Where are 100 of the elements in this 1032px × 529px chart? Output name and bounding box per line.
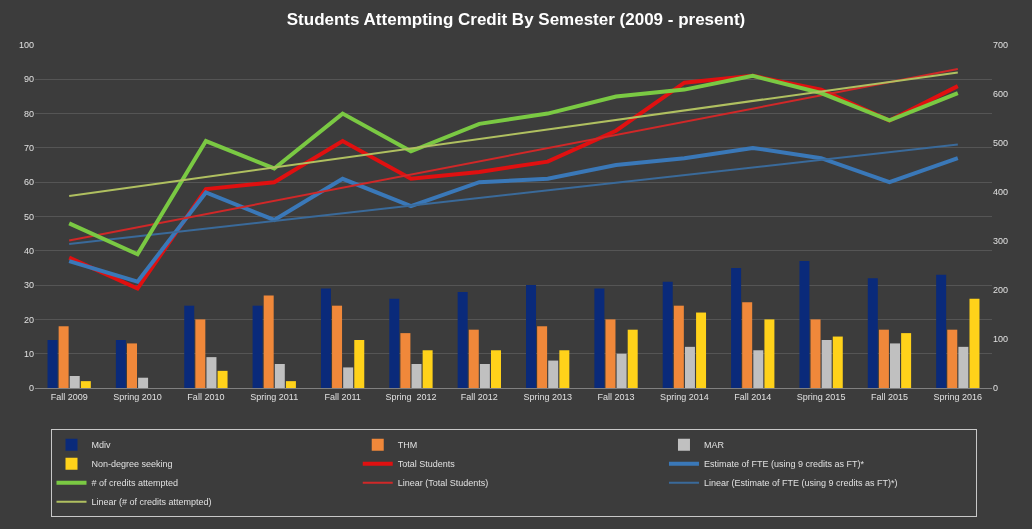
legend-label: Linear (Total Students) (397, 478, 489, 489)
bar (684, 346, 695, 388)
bar (195, 319, 206, 388)
bar (184, 305, 195, 388)
y2-tick-label: 700 (993, 40, 1009, 51)
bar (138, 377, 149, 388)
bar (115, 339, 126, 388)
bar (731, 267, 742, 388)
bar (274, 363, 285, 388)
bar (526, 285, 537, 388)
legend-label: Linear (# of credits attempted) (91, 497, 212, 508)
bar (742, 302, 753, 388)
y-tick-label: 40 (23, 245, 34, 256)
y-tick-label: 20 (23, 314, 34, 325)
x-tick-label: Spring 2012 (385, 391, 437, 402)
bar (411, 363, 422, 388)
x-tick-label: Fall 2009 (50, 391, 88, 402)
bar (947, 329, 958, 388)
x-tick-label: Fall 2011 (324, 391, 361, 402)
y-tick-label: 50 (23, 211, 34, 222)
bar (753, 350, 764, 388)
bar (490, 350, 501, 388)
x-tick-label: Spring 2016 (933, 391, 983, 402)
bar (126, 343, 137, 388)
bar (594, 288, 605, 388)
bar (479, 363, 490, 388)
bar (764, 319, 775, 388)
bar (320, 288, 331, 388)
bar (867, 278, 878, 388)
legend-label: MAR (703, 440, 725, 451)
bar (616, 353, 627, 388)
bar (969, 298, 980, 388)
bar (901, 333, 912, 388)
bar (389, 298, 400, 388)
x-tick-label: Fall 2012 (460, 391, 498, 402)
legend-label: THM (397, 440, 418, 451)
legend-label: Total Students (397, 459, 456, 470)
bar (548, 360, 559, 388)
bar (799, 261, 810, 388)
bar (285, 381, 296, 388)
bar (332, 305, 343, 388)
bar (69, 376, 80, 388)
x-tick-label: Fall 2015 (870, 391, 908, 402)
bar (878, 329, 889, 388)
bar (80, 381, 91, 388)
bar (810, 319, 821, 388)
y2-tick-label: 400 (993, 187, 1009, 198)
bar (457, 291, 468, 388)
bar (936, 274, 947, 388)
bar (263, 295, 274, 388)
bar (252, 305, 263, 388)
bar (958, 346, 969, 388)
bar (696, 312, 707, 388)
x-tick-label: Spring 2014 (660, 391, 709, 402)
bar (422, 350, 433, 388)
legend-label: Mdiv (91, 440, 111, 451)
bar (206, 357, 217, 388)
bar (559, 350, 570, 388)
x-tick-label: Spring 2010 (113, 391, 162, 402)
x-tick-label: Fall 2014 (734, 391, 772, 402)
bar (468, 329, 479, 388)
y-tick-label: 100 (18, 40, 34, 51)
legend-label: Linear (Estimate of FTE (using 9 credits as FT)*) (703, 478, 898, 489)
bar (354, 339, 365, 388)
y2-tick-label: 300 (993, 236, 1009, 247)
y2-tick-label: 100 (993, 334, 1009, 345)
y-tick-label: 70 (23, 143, 34, 154)
bar (217, 370, 228, 388)
legend-label: Non-degree seeking (91, 459, 173, 470)
y-tick-label: 0 (28, 383, 34, 394)
legend-label: # of credits attempted (91, 478, 179, 489)
y-tick-label: 80 (23, 108, 34, 119)
bar (47, 339, 58, 388)
bar (58, 326, 69, 388)
bar (537, 326, 548, 388)
x-tick-label: Spring 2013 (523, 391, 572, 402)
x-tick-label: Spring 2011 (250, 391, 299, 402)
x-tick-label: Fall 2010 (187, 391, 225, 402)
y2-tick-label: 200 (993, 285, 1009, 296)
bar (605, 319, 616, 388)
bar (821, 339, 832, 388)
chart-title: Students Attempting Credit By Semester (2009 - present) (286, 10, 746, 30)
x-tick-label: Fall 2013 (597, 391, 635, 402)
y-tick-label: 10 (23, 348, 34, 359)
bar (400, 333, 411, 388)
y2-tick-label: 0 (993, 383, 999, 394)
bar (343, 367, 354, 388)
bar (673, 305, 684, 388)
y-tick-label: 30 (23, 280, 34, 291)
y2-tick-label: 500 (993, 138, 1009, 149)
y-tick-label: 60 (23, 177, 34, 188)
x-tick-label: Spring 2015 (796, 391, 846, 402)
y-tick-label: 90 (23, 74, 34, 85)
bar (832, 336, 843, 388)
bar (627, 329, 638, 388)
legend-label: Estimate of FTE (using 9 credits as FT)* (703, 459, 865, 470)
bar (890, 343, 901, 388)
bar (662, 281, 673, 388)
y2-tick-label: 600 (993, 89, 1009, 100)
line-series (67, 145, 960, 284)
